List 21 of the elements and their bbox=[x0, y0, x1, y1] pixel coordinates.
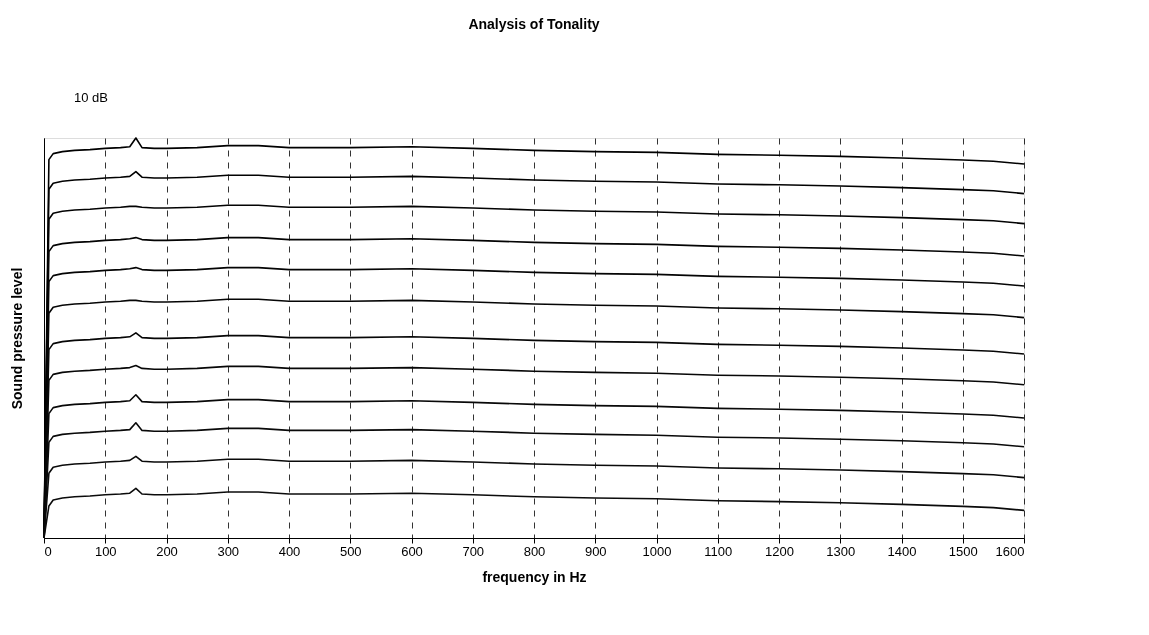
x-tick-label: 300 bbox=[217, 543, 240, 559]
x-tick-label: 1500 bbox=[948, 543, 978, 559]
x-tick-label: 700 bbox=[462, 543, 485, 559]
chart-title: Analysis of Tonality bbox=[468, 16, 600, 32]
x-tick-label: 1600 bbox=[995, 543, 1025, 559]
x-tick-label: 100 bbox=[94, 543, 117, 559]
x-tick-label: 1400 bbox=[887, 543, 917, 559]
text: 10 dB bbox=[74, 90, 108, 105]
x-tick-label: 600 bbox=[401, 543, 423, 559]
y-axis-title: Sound pressure level bbox=[8, 267, 25, 410]
x-tick-label: 0 bbox=[44, 543, 52, 559]
x-tick-label: 1300 bbox=[826, 543, 856, 559]
x-tick-label: 1100 bbox=[704, 543, 733, 559]
x-tick-label: 200 bbox=[156, 543, 178, 559]
x-tick-label: 500 bbox=[339, 543, 362, 559]
x-tick-label: 900 bbox=[584, 543, 607, 559]
x-tick-label: 1200 bbox=[765, 543, 794, 559]
x-tick-label: 800 bbox=[523, 543, 546, 559]
x-tick-label: 400 bbox=[278, 543, 301, 559]
x-tick-label: 1000 bbox=[642, 543, 672, 559]
x-axis-title: frequency in Hz bbox=[482, 568, 587, 585]
